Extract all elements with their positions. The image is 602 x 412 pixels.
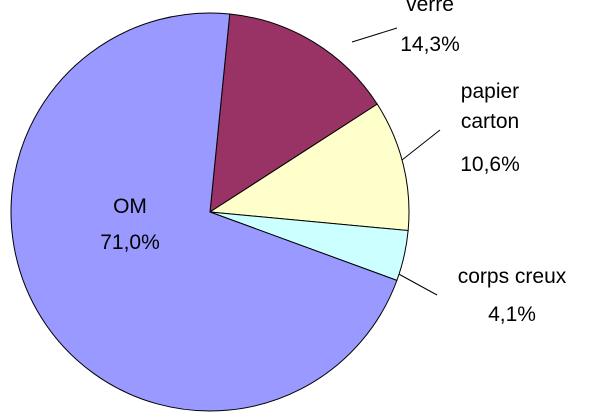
value-label: 14,3% — [400, 33, 460, 56]
leader-line — [401, 129, 441, 161]
pie-slice — [209, 13, 378, 213]
pie-slice — [10, 12, 398, 412]
leader-line — [394, 271, 438, 296]
slice-label: verre — [406, 0, 454, 16]
value-label: 71,0% — [100, 231, 160, 254]
slice-label: corps creux — [457, 265, 567, 288]
value-label: 10,6% — [460, 153, 520, 176]
pie-slice — [208, 103, 410, 232]
slice-label: OM — [113, 195, 147, 218]
slice-label: papier carton — [460, 80, 520, 133]
leader-line — [351, 27, 398, 43]
value-label: 4,1% — [488, 303, 536, 326]
